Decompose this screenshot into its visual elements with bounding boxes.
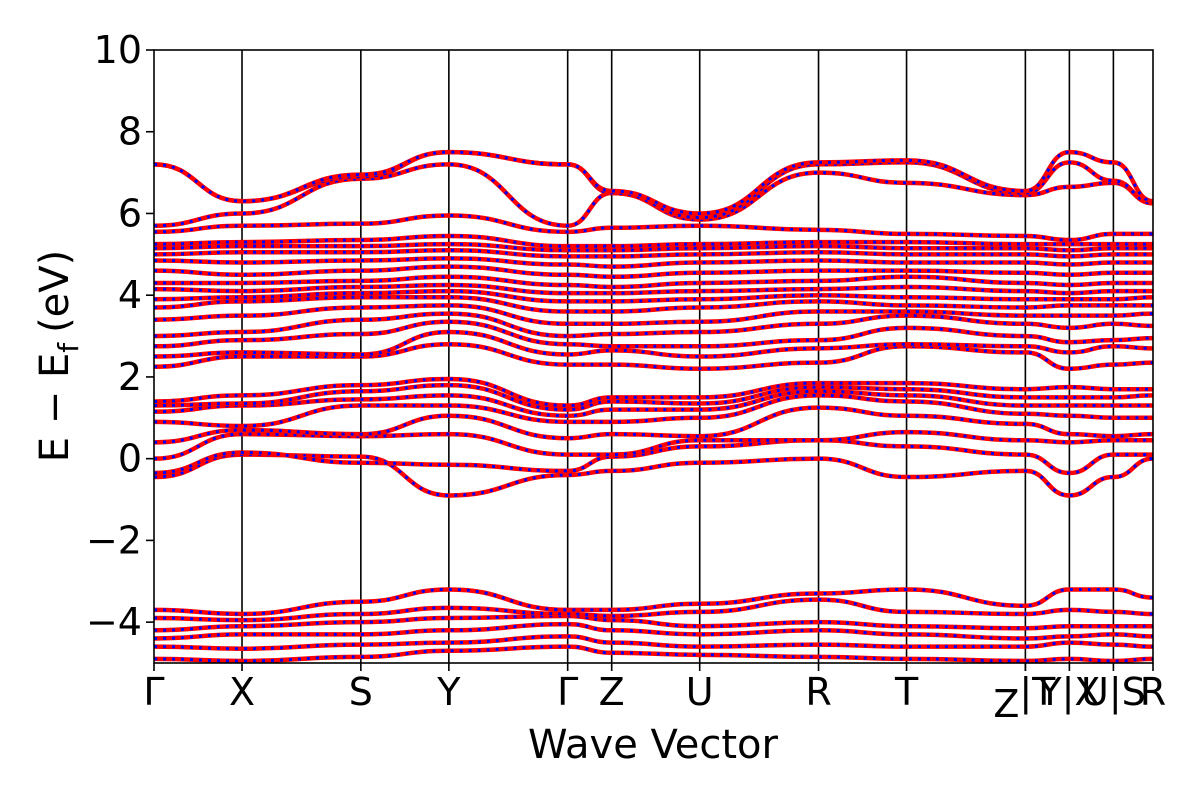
y-axis-title: E − Ef (eV) — [32, 250, 85, 463]
band-curves — [154, 149, 1153, 663]
x-tick-label-3: Y — [436, 670, 461, 714]
band-line-up-11 — [154, 388, 1153, 419]
band-line-down-20 — [154, 289, 1153, 303]
y-tick-label: 6 — [118, 191, 142, 235]
band-line-down-18 — [154, 303, 1153, 326]
band-line-down-21 — [154, 283, 1153, 295]
band-line-down-7 — [154, 438, 1153, 475]
band-line-down-24 — [154, 256, 1153, 269]
x-tick-label-0: Γ — [143, 670, 164, 714]
y-tick-label: 8 — [118, 110, 142, 154]
band-line-down-27 — [154, 234, 1153, 248]
band-line-up-10 — [154, 393, 1153, 429]
band-line-up-15 — [154, 329, 1153, 359]
band-line-down-25 — [154, 248, 1153, 258]
plot-frame — [153, 49, 1154, 664]
band-line-down-1 — [154, 634, 1153, 651]
y-tick-label: 4 — [118, 273, 142, 317]
x-tick-label-8: T — [894, 670, 919, 714]
band-line-down-9 — [154, 406, 1153, 444]
x-tick-label-11: Y|X — [1037, 670, 1100, 715]
band-line-down-19 — [154, 295, 1153, 314]
y-tick-label: 0 — [118, 437, 142, 481]
x-tick-label-9: Z — [993, 682, 1019, 726]
band-line-down-2 — [154, 622, 1153, 640]
band-line-down-16 — [154, 320, 1153, 348]
band-line-down-22 — [154, 275, 1153, 289]
band-line-down-3 — [154, 614, 1153, 632]
band-line-up-12 — [154, 382, 1153, 412]
band-line-down-6 — [154, 453, 1153, 497]
y-tick-label: 2 — [118, 355, 142, 399]
y-axis-title-subscript: f — [52, 342, 85, 353]
x-tick-label-2: S — [349, 670, 373, 714]
x-axis-title: Wave Vector — [528, 722, 779, 768]
y-tick-label: −4 — [86, 600, 142, 644]
band-line-down-5 — [154, 587, 1153, 616]
band-line-down-26 — [154, 242, 1153, 252]
y-tick-label: 10 — [94, 28, 142, 72]
x-tick-label-12: U|S — [1081, 670, 1146, 715]
x-tick-label-5: Z — [599, 670, 625, 714]
band-line-up-17 — [154, 311, 1153, 339]
x-tick-label-13: R — [1140, 670, 1166, 714]
band-line-down-23 — [154, 265, 1153, 279]
y-axis-title-unit: (eV) — [32, 250, 78, 333]
x-tick-label-1: X — [229, 670, 255, 714]
x-tick-label-7: R — [805, 670, 831, 714]
band-line-up-13 — [154, 376, 1153, 408]
band-line-down-4 — [154, 598, 1153, 622]
y-axis-title-main: E − E — [32, 353, 78, 463]
y-tick-label: −2 — [86, 518, 142, 562]
y-axis: −4 −2 0 2 4 6 8 10 — [86, 28, 154, 644]
x-tick-label-6: U — [686, 670, 714, 714]
x-tick-label-4: Γ — [557, 670, 578, 714]
band-line-up-31 — [154, 149, 1153, 216]
band-line-down-28 — [154, 214, 1153, 242]
band-line-down-0 — [154, 645, 1153, 663]
x-axis: Γ X S Y Γ Z U R T Z |TY|XU|SR — [143, 663, 1166, 726]
x-tick-label-10: |T — [1019, 670, 1056, 715]
